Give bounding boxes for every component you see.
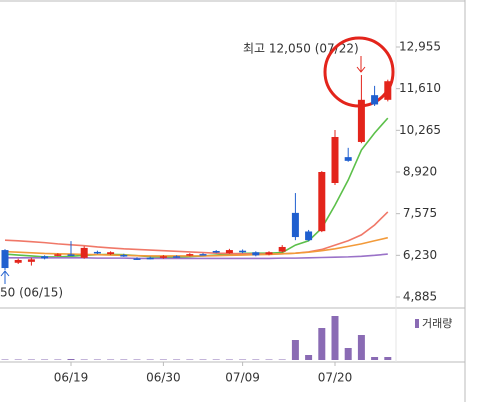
volume-bar — [93, 359, 101, 360]
volume-bar — [120, 359, 128, 360]
candle-body — [212, 250, 220, 253]
candle-body — [120, 255, 128, 257]
volume-bar — [41, 359, 49, 360]
candle-body — [107, 252, 115, 255]
candle-body — [93, 251, 101, 254]
candle-body — [159, 256, 167, 258]
candle-body — [318, 171, 326, 232]
legend-swatch — [415, 319, 419, 328]
volume-bar — [344, 348, 352, 360]
candle-body — [1, 250, 9, 269]
volume-bar — [199, 359, 207, 360]
x-tick-label: 06/30 — [146, 371, 181, 385]
max-arrow — [356, 56, 366, 73]
y-tick-label: 6,230 — [403, 248, 437, 262]
volume-bar — [371, 357, 379, 360]
y-tick-label: 4,885 — [403, 290, 437, 304]
volume-bar — [186, 359, 194, 360]
y-tick-label: 8,920 — [403, 164, 437, 178]
legend-label: 거래량 — [422, 317, 452, 330]
candle-body — [371, 95, 379, 105]
candle-body — [41, 256, 49, 259]
volume-bar — [212, 359, 220, 360]
moving-average — [4, 211, 389, 255]
candle-body — [305, 231, 313, 241]
volume-bar — [14, 359, 22, 360]
y-tick-label: 7,575 — [403, 206, 437, 220]
volume-bar — [305, 355, 313, 360]
x-tick-label: 07/09 — [225, 371, 260, 385]
volume-bar — [80, 359, 88, 360]
volume-bar — [318, 328, 326, 360]
candle-body — [331, 136, 339, 183]
volume-bar — [107, 359, 115, 360]
candle-body — [344, 157, 352, 161]
moving-average — [4, 117, 389, 258]
min-arrow — [0, 270, 10, 284]
volume-bar — [225, 359, 233, 360]
volume-bar — [1, 359, 9, 360]
candle-body — [384, 81, 392, 100]
candle-body — [239, 250, 247, 253]
y-tick-label: 11,610 — [399, 81, 441, 95]
candle-body — [133, 258, 141, 260]
candle-body — [173, 256, 181, 258]
volume-bar — [146, 359, 154, 360]
x-tick-label: 06/19 — [54, 371, 89, 385]
candle-body — [80, 247, 88, 258]
volume-bar — [252, 359, 260, 360]
candle-body — [146, 257, 154, 260]
volume-bar — [159, 359, 167, 360]
moving-average — [5, 253, 388, 260]
volume-bar — [357, 335, 365, 360]
x-tick-label: 07/20 — [318, 371, 353, 385]
volume-bar — [278, 359, 286, 360]
volume-bar — [27, 359, 35, 360]
candle-body — [252, 252, 260, 256]
max-circle — [323, 36, 395, 108]
candle-body — [265, 252, 273, 255]
volume-bar — [54, 359, 62, 360]
volume-bar — [291, 340, 299, 360]
candle-body — [67, 254, 75, 256]
candle-body — [199, 254, 207, 256]
volume-bar — [173, 359, 181, 360]
y-tick-label: 10,265 — [399, 123, 441, 137]
volume-bar — [384, 357, 392, 360]
candle-body — [357, 99, 365, 142]
volume-bar — [265, 359, 273, 360]
volume-bar — [67, 359, 75, 360]
y-tick-label: 12,955 — [399, 39, 441, 53]
candle-body — [186, 254, 194, 256]
candle-body — [54, 254, 62, 256]
candle-body — [27, 259, 35, 262]
candle-body — [278, 246, 286, 252]
candle-body — [291, 212, 299, 238]
volume-bar — [239, 359, 247, 360]
volume-bar — [133, 359, 141, 360]
candle-body — [14, 259, 22, 263]
candle-body — [225, 250, 233, 254]
moving-average — [4, 236, 388, 257]
volume-bar — [331, 316, 339, 360]
min-annotation: 50 (06/15) — [0, 286, 63, 300]
